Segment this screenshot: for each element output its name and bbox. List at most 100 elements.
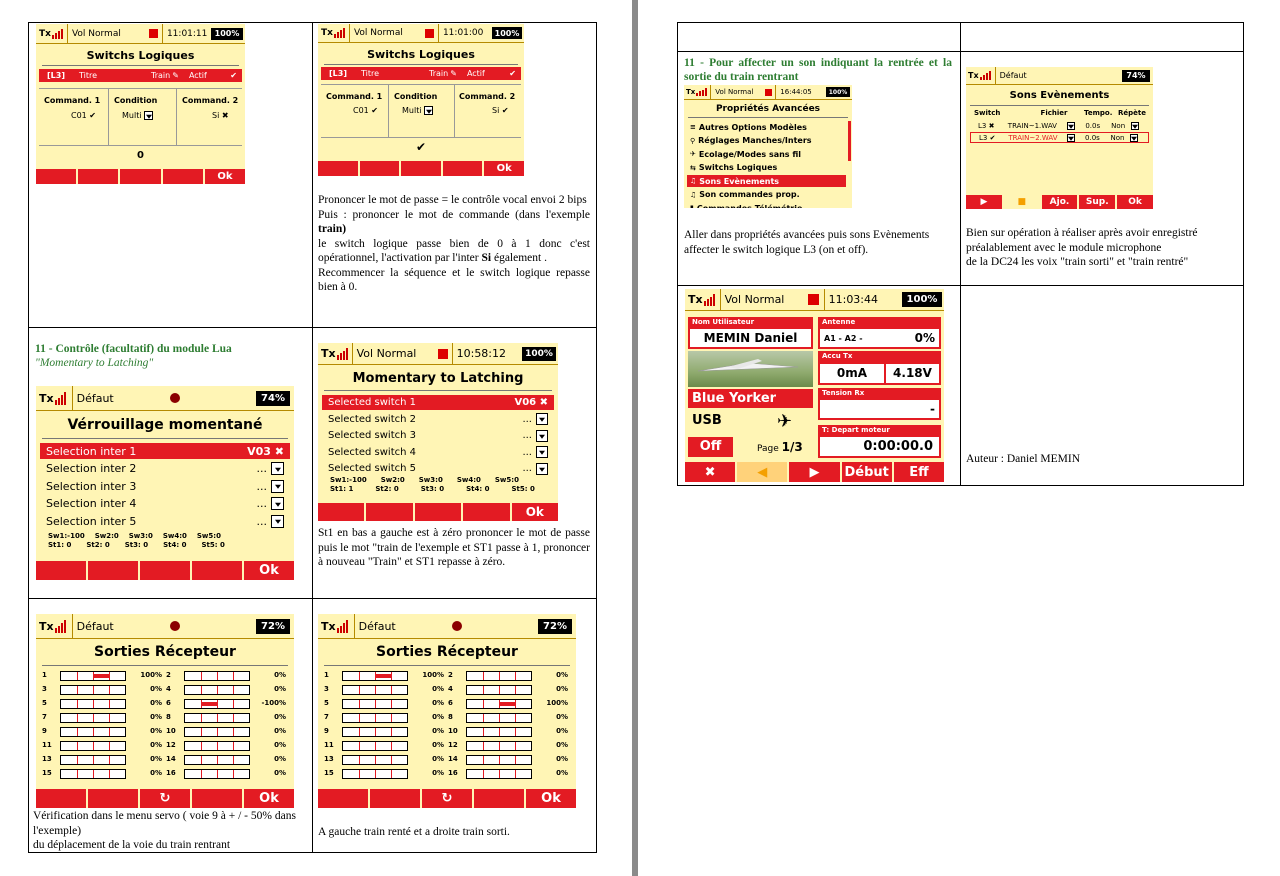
screen-proprietes-avancees: Tx Vol Normal 16:44:05 100% Propriétés A…: [684, 85, 852, 208]
delete-button[interactable]: Sup.: [1079, 195, 1116, 209]
battery-indicator: 100%: [522, 346, 556, 361]
add-button[interactable]: Ajo.: [1041, 195, 1078, 209]
channel-number: 1: [324, 671, 329, 679]
screen-switchs-logiques-2: Tx Vol Normal 11:01:00 100% Switchs Logi…: [318, 24, 524, 176]
erase-button[interactable]: Eff: [893, 462, 944, 482]
ok-button[interactable]: Ok: [244, 789, 294, 808]
screen-sorties-recepteur-2: Tx Défaut 72% Sorties Récepteur 1 100% 2 0%…: [318, 614, 576, 808]
channel-number: 11: [324, 741, 334, 749]
list-item[interactable]: Selected switch 1 V06 ✖: [322, 395, 554, 410]
channel-number: 4: [448, 685, 453, 693]
page-divider: [632, 0, 638, 876]
channel-bar: [184, 727, 250, 737]
table-row[interactable]: L3 ✖ TRAIN~1.WAV 0.0s Non: [970, 120, 1149, 131]
list-item[interactable]: Selected switch 5...: [322, 461, 554, 476]
list-item[interactable]: Selection inter 3...: [40, 478, 290, 494]
model-name: Vol Normal: [710, 85, 762, 99]
ok-button[interactable]: Ok: [511, 503, 558, 521]
channel-fill: [201, 702, 217, 706]
list-item[interactable]: Selection inter 2...: [40, 461, 290, 477]
screen-title: Switchs Logiques: [42, 49, 239, 66]
section-heading-son: 11 - Pour affecter un son indiquant la r…: [684, 57, 952, 83]
channel-number: 5: [42, 699, 47, 707]
menu-item[interactable]: ▮ Commandes Télémétrie: [687, 202, 846, 209]
channel-number: 6: [448, 699, 453, 707]
refresh-button[interactable]: ↻: [140, 789, 190, 808]
channel-bar: [60, 671, 126, 681]
menu-item[interactable]: ⇆ Switchs Logiques: [690, 163, 778, 172]
command1-value[interactable]: C01 ✔: [71, 111, 97, 120]
command1-value[interactable]: C01 ✔: [353, 106, 379, 115]
ok-button[interactable]: Ok: [484, 161, 524, 176]
dropdown-icon: [271, 497, 284, 511]
condition-header: Condition: [114, 96, 158, 105]
channel-value: 0%: [432, 685, 444, 693]
channel-number: 8: [166, 713, 171, 721]
channel-value: 0%: [150, 727, 162, 735]
condition-select[interactable]: Multi: [402, 106, 434, 115]
list-item[interactable]: Selected switch 2...: [322, 412, 554, 427]
channel-bar: [342, 671, 408, 681]
refresh-button[interactable]: ↻: [422, 789, 472, 808]
channel-number: 14: [448, 755, 458, 763]
battery-indicator: 100%: [492, 27, 522, 39]
channel-number: 13: [324, 755, 334, 763]
play-button[interactable]: ▶: [966, 195, 1002, 209]
channel-bar: [184, 699, 250, 709]
cell-text-verification: Vérification dans le menu servo ( voie 9…: [33, 810, 296, 851]
menu-icon: ⚲: [690, 136, 696, 145]
prev-button[interactable]: ◀: [737, 462, 788, 482]
channel-value: 0%: [274, 741, 286, 749]
list-item[interactable]: Selection inter 1 V03 ✖: [40, 443, 290, 459]
edit-icon: ✎: [450, 69, 457, 78]
channel-number: 4: [166, 685, 171, 693]
list-item[interactable]: Selected switch 3...: [322, 428, 554, 443]
check-icon: ✔: [509, 69, 516, 78]
table-row[interactable]: L3 ✔ TRAIN~2.WAV 0.0s Non: [970, 132, 1149, 143]
menu-item[interactable]: ✈ Ecolage/Modes sans fil: [690, 149, 802, 159]
menu-item[interactable]: ≡ Autres Options Modèles: [690, 122, 807, 132]
edit-icon: ✎: [172, 71, 179, 80]
menu-item[interactable]: ♫ Sons Evènements: [687, 175, 846, 187]
tools-button[interactable]: ✖: [685, 462, 736, 482]
menu-item[interactable]: ⚲ Réglages Manches/Inters: [690, 136, 812, 145]
switch-value: 0: [137, 150, 144, 161]
channel-bar: [342, 769, 408, 779]
channel-number: 5: [324, 699, 329, 707]
channel-bar: [466, 699, 532, 709]
dropdown-icon: [536, 413, 548, 426]
clock: 11:01:00: [437, 24, 483, 42]
channel-number: 6: [166, 699, 171, 707]
logic-switch-row[interactable]: [L3] Titre Train ✎ Actif ✔: [39, 69, 242, 82]
model-name: Vol Normal: [66, 24, 143, 43]
ok-button[interactable]: Ok: [526, 789, 576, 808]
menu-item[interactable]: ♫ Son commandes prop.: [690, 190, 800, 199]
channel-bar: [466, 741, 532, 751]
channel-bar: [60, 769, 126, 779]
list-item[interactable]: Selection inter 5...: [40, 513, 290, 529]
condition-select[interactable]: Multi: [122, 111, 154, 120]
start-button[interactable]: Début: [841, 462, 892, 482]
next-button[interactable]: ▶: [789, 462, 840, 482]
table-header: Switch Fichier Tempo. Répète: [974, 109, 1146, 117]
command2-value[interactable]: Si ✖: [212, 111, 229, 120]
cell-text-auteur: Auteur : Daniel MEMIN: [966, 453, 1081, 465]
signal-icon: Tx: [318, 28, 345, 38]
channel-bar: [60, 755, 126, 765]
screen-title: Momentary to Latching: [324, 371, 552, 391]
list-item[interactable]: Selected switch 4...: [322, 445, 554, 460]
command2-value[interactable]: Si ✔: [492, 106, 509, 115]
channel-value: 0%: [556, 685, 568, 693]
stop-button[interactable]: ■: [1003, 195, 1040, 209]
logic-switch-row[interactable]: [L3] Titre Train ✎ Actif ✔: [321, 67, 521, 80]
battery-indicator: 74%: [1122, 69, 1150, 82]
ok-button[interactable]: Ok: [244, 561, 294, 580]
signal-icon: Tx: [36, 391, 66, 405]
list-item[interactable]: Selection inter 4...: [40, 496, 290, 512]
ok-button[interactable]: Ok: [1117, 195, 1153, 209]
plane-icon: ✈: [777, 411, 793, 432]
channel-value: 0%: [556, 713, 568, 721]
ok-button[interactable]: Ok: [204, 169, 245, 184]
off-button[interactable]: Off: [688, 437, 733, 457]
dropdown-icon: [536, 446, 548, 459]
